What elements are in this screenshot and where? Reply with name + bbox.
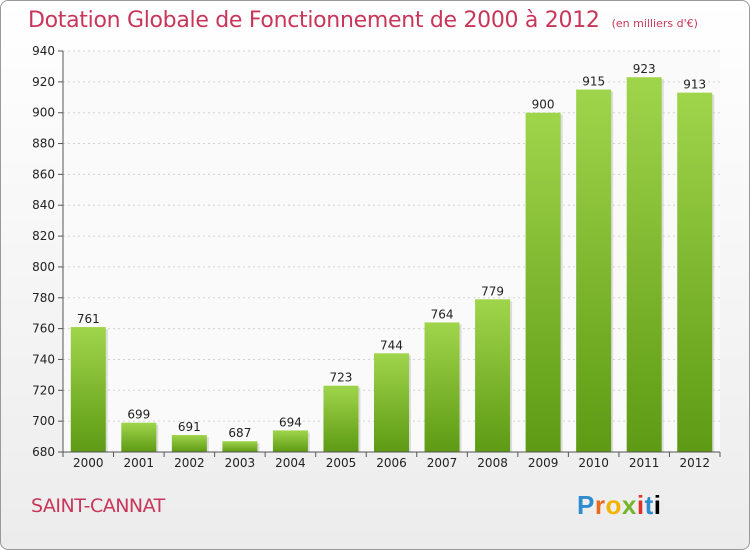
value-label: 913 xyxy=(683,78,706,92)
bar xyxy=(121,422,157,452)
bar-chart: 680 700 720 740 760 780 800 820 840 860 880 900 920 9… xyxy=(32,44,721,470)
y-tick-label: 800 xyxy=(32,260,55,274)
value-label: 723 xyxy=(330,371,353,385)
x-tick-label: 2002 xyxy=(174,456,205,470)
value-label: 761 xyxy=(77,312,100,326)
x-tick-label: 2000 xyxy=(73,456,104,470)
y-tick-label: 760 xyxy=(32,322,55,336)
bar xyxy=(171,435,207,452)
bar xyxy=(272,430,308,452)
chart-unit: (en milliers d'€) xyxy=(611,17,698,30)
logo-letter: t xyxy=(644,490,654,520)
value-label: 915 xyxy=(582,75,605,89)
x-tick-label: 2004 xyxy=(275,456,306,470)
x-tick-label: 2012 xyxy=(679,456,710,470)
y-tick-label: 860 xyxy=(32,167,55,181)
y-tick-label: 780 xyxy=(32,291,55,305)
logo-letter: P xyxy=(577,490,595,520)
logo-letter: x xyxy=(621,490,637,520)
x-tick-label: 2009 xyxy=(528,456,559,470)
bar xyxy=(222,441,258,452)
y-tick-label: 700 xyxy=(32,414,55,428)
bar xyxy=(626,77,662,452)
y-tick-label: 880 xyxy=(32,137,55,151)
value-label: 699 xyxy=(127,408,150,422)
labels: 680 700 720 740 760 780 800 820 840 860 880 900 920 9… xyxy=(32,44,710,470)
logo-letter: i xyxy=(653,490,662,520)
x-tick-label: 2001 xyxy=(124,456,155,470)
bar xyxy=(677,92,713,453)
x-tick-label: 2005 xyxy=(326,456,357,470)
y-tick-label: 720 xyxy=(32,383,55,397)
y-tick-label: 900 xyxy=(32,106,55,120)
logo-letter: o xyxy=(605,490,622,520)
value-label: 691 xyxy=(178,420,201,434)
logo-letter: i xyxy=(636,490,645,520)
axes xyxy=(58,50,721,457)
value-label: 687 xyxy=(228,426,251,440)
bar xyxy=(70,327,106,452)
bar xyxy=(525,112,561,452)
value-label: 694 xyxy=(279,415,302,429)
bar xyxy=(323,385,359,452)
x-tick-label: 2010 xyxy=(578,456,609,470)
x-tick-label: 2011 xyxy=(629,456,660,470)
proxiti-logo: Proxiti xyxy=(577,490,661,521)
bar xyxy=(374,353,409,452)
chart-title-text: Dotation Globale de Fonctionnement de 20… xyxy=(28,8,600,33)
y-tick-label: 680 xyxy=(32,445,55,459)
chart-title: Dotation Globale de Fonctionnement de 20… xyxy=(28,8,698,33)
commune-name: SAINT-CANNAT xyxy=(31,495,165,517)
bar xyxy=(576,89,612,453)
value-label: 900 xyxy=(532,98,555,112)
y-tick-label: 820 xyxy=(32,229,55,243)
value-label: 779 xyxy=(481,284,504,298)
x-tick-label: 2006 xyxy=(376,456,407,470)
x-tick-label: 2008 xyxy=(477,456,508,470)
bar xyxy=(475,299,511,452)
value-label: 923 xyxy=(633,62,656,76)
x-tick-label: 2003 xyxy=(225,456,256,470)
bars xyxy=(70,77,715,453)
y-tick-label: 920 xyxy=(32,75,55,89)
y-tick-label: 840 xyxy=(32,198,55,212)
y-tick-label: 940 xyxy=(32,44,55,58)
x-tick-label: 2007 xyxy=(427,456,458,470)
bar xyxy=(424,322,460,452)
logo-letter: r xyxy=(594,490,606,520)
value-label: 764 xyxy=(431,307,454,321)
value-label: 744 xyxy=(380,338,403,352)
y-tick-label: 740 xyxy=(32,352,55,366)
